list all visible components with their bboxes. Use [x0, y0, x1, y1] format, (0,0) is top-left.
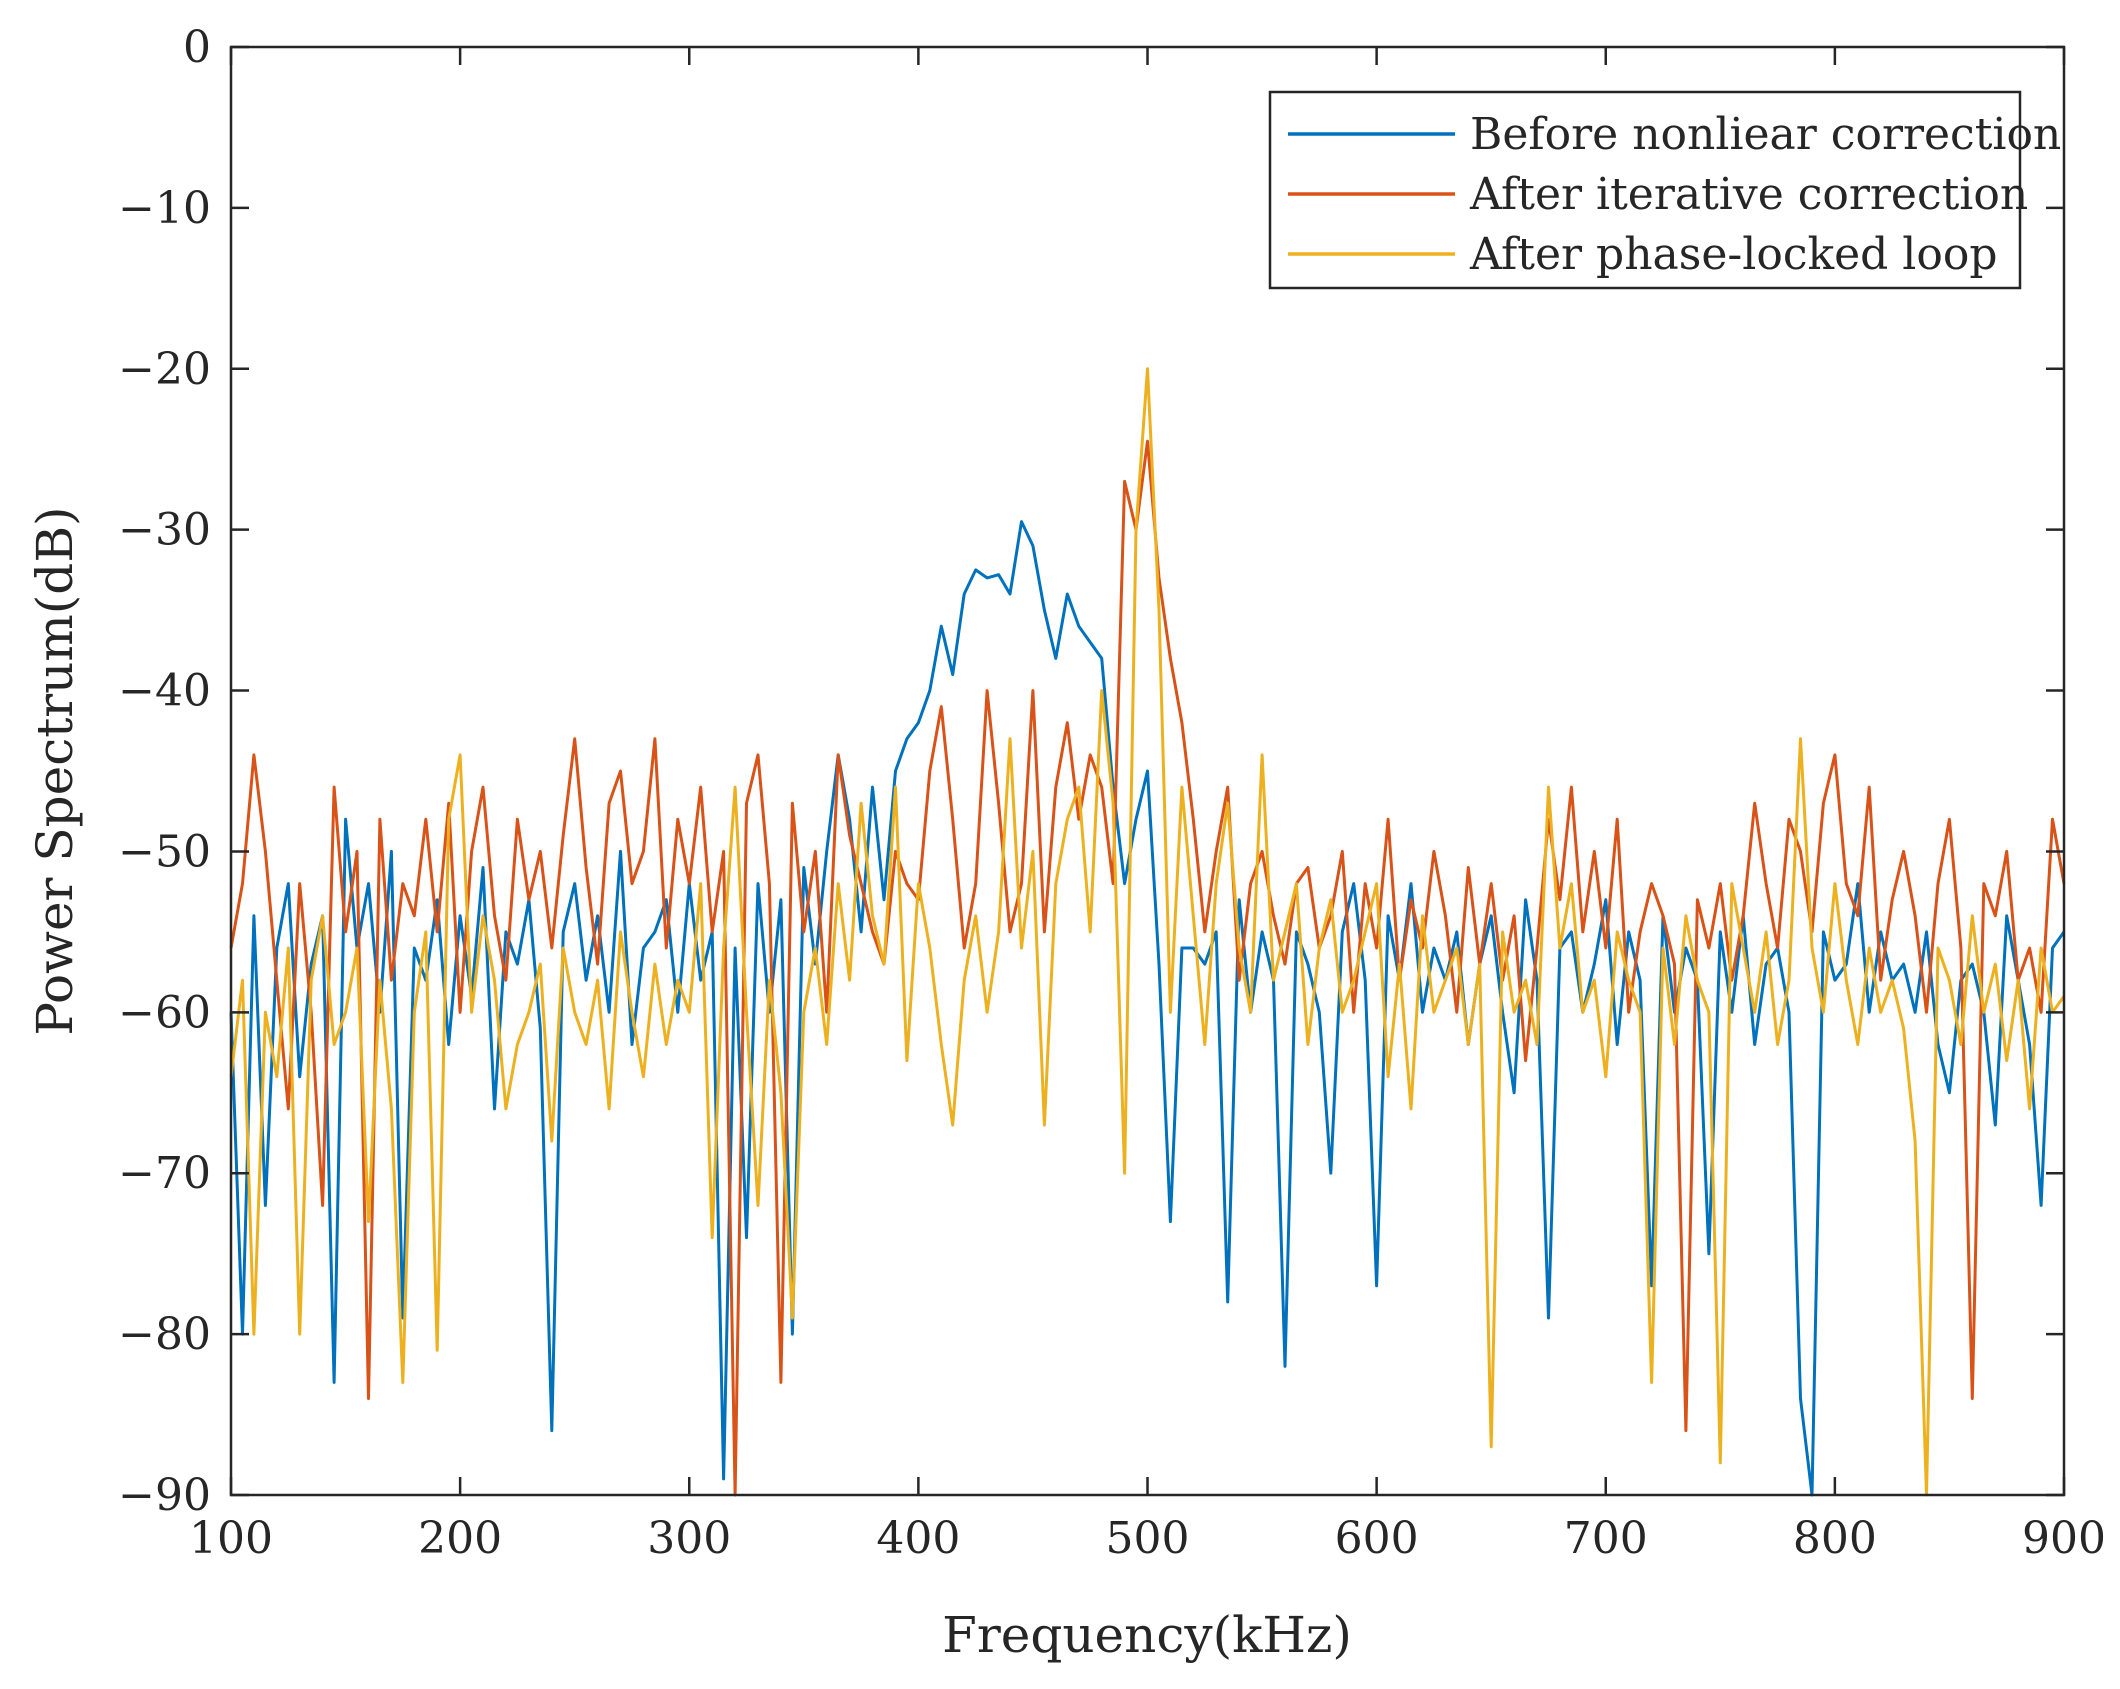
- x-tick-label: 300: [647, 1513, 731, 1564]
- x-tick-label: 900: [2022, 1513, 2106, 1564]
- x-tick-label: 200: [418, 1513, 502, 1564]
- legend-entries: Before nonliear correction After iterativ…: [1288, 109, 2061, 280]
- y-tick-label: −40: [118, 666, 211, 717]
- legend-label: After phase-locked loop: [1469, 229, 1998, 280]
- y-tick-label: −10: [118, 183, 211, 234]
- y-axis-label: Power Spectrum(dB): [26, 506, 84, 1035]
- y-tick-label: −70: [118, 1148, 211, 1199]
- series-line-3: [229, 367, 2066, 1497]
- y-tick-label: −80: [118, 1309, 211, 1360]
- y-tick-label: 0: [183, 22, 211, 73]
- x-tick-label: 700: [1564, 1513, 1648, 1564]
- x-tick-label: 800: [1793, 1513, 1877, 1564]
- axis-ticks: [229, 45, 2066, 1497]
- y-tick-label: −30: [118, 505, 211, 556]
- y-tick-label: −90: [118, 1470, 211, 1521]
- y-tick-label: −60: [118, 987, 211, 1038]
- legend-label: After iterative correction: [1469, 169, 2028, 220]
- series-line-2: [229, 439, 2066, 1497]
- y-tick-label: −20: [118, 344, 211, 395]
- legend: Before nonliear correction After iterativ…: [1268, 90, 2061, 290]
- x-tick-label: 600: [1335, 1513, 1419, 1564]
- x-axis-label: Frequency(kHz): [942, 1606, 1352, 1664]
- legend-label: Before nonliear correction: [1470, 109, 2061, 160]
- y-tick-label: −50: [118, 826, 211, 877]
- y-tick-labels: 0 −10 −20 −30 −40 −50 −60 −70 −80 −90: [118, 22, 211, 1521]
- x-tick-label: 100: [189, 1513, 273, 1564]
- x-tick-label: 500: [1106, 1513, 1190, 1564]
- x-tick-label: 400: [876, 1513, 960, 1564]
- series-layer: [229, 367, 2066, 1497]
- x-tick-labels: 100 200 300 400 500 600 700 800 900: [189, 1513, 2106, 1564]
